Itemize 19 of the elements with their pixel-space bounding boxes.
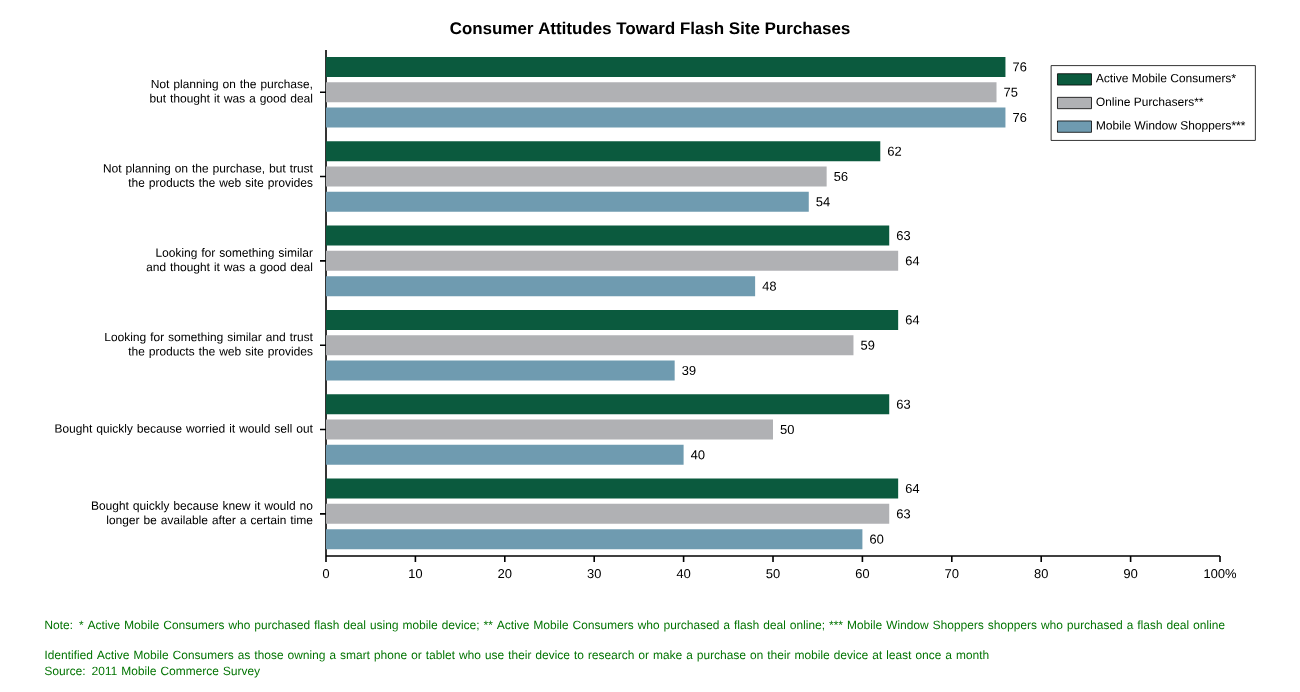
bar: [326, 191, 809, 212]
bar: [326, 335, 854, 356]
bar: [326, 107, 1006, 128]
bar: [326, 82, 997, 103]
bar: [326, 141, 881, 162]
bar: [326, 276, 756, 297]
bar: [326, 478, 899, 499]
bar: [326, 360, 675, 381]
bar: [326, 503, 890, 524]
bar: [326, 444, 684, 465]
bar: [326, 166, 827, 187]
bar: [326, 225, 890, 246]
chart-title: Consumer Attitudes Toward Flash Site Purchases: [450, 21, 850, 35]
bar: [326, 419, 774, 440]
bar: [326, 394, 890, 415]
bar: [326, 56, 1006, 77]
bar: [326, 250, 899, 271]
bar: [326, 309, 899, 330]
bar: [326, 529, 863, 550]
